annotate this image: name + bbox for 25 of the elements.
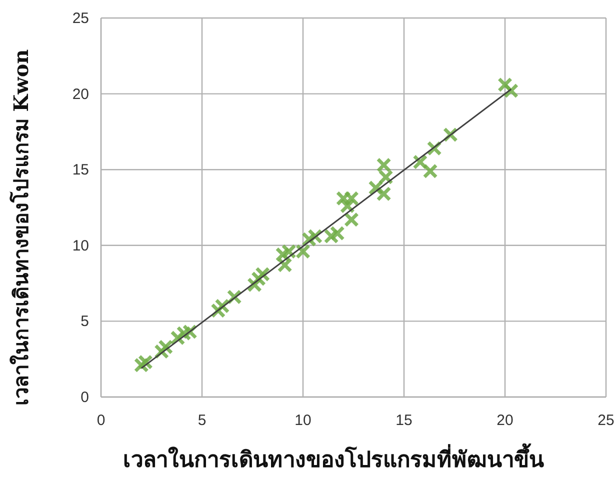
y-tick-label: 25 (72, 10, 89, 27)
point (138, 355, 152, 370)
y-tick-label: 10 (72, 237, 89, 254)
x-axis-title: เวลาในการเดินทางของโปรแกรมที่พัฒนาขึ้น (123, 443, 544, 473)
y-tick-label: 0 (80, 389, 89, 406)
point (423, 164, 438, 178)
x-tick-label: 5 (198, 412, 206, 429)
point (340, 198, 354, 213)
point (296, 244, 310, 258)
y-axis-title: เวลาในการเดินทางของโปรแกรม Kwon (9, 48, 33, 406)
x-tick-label: 25 (598, 412, 614, 429)
point (344, 212, 358, 227)
x-tick-label: 0 (96, 412, 106, 429)
y-tick-label: 5 (80, 313, 89, 330)
x-tick-label: 10 (294, 412, 312, 429)
point (278, 258, 292, 272)
point (330, 226, 344, 240)
y-tick-label: 15 (72, 162, 89, 179)
y-tick-label: 20 (72, 86, 89, 103)
point (376, 158, 391, 172)
point (368, 180, 383, 195)
point (504, 84, 518, 98)
x-tick-label: 15 (396, 412, 412, 429)
point (282, 244, 296, 258)
x-tick-label: 20 (496, 412, 514, 429)
